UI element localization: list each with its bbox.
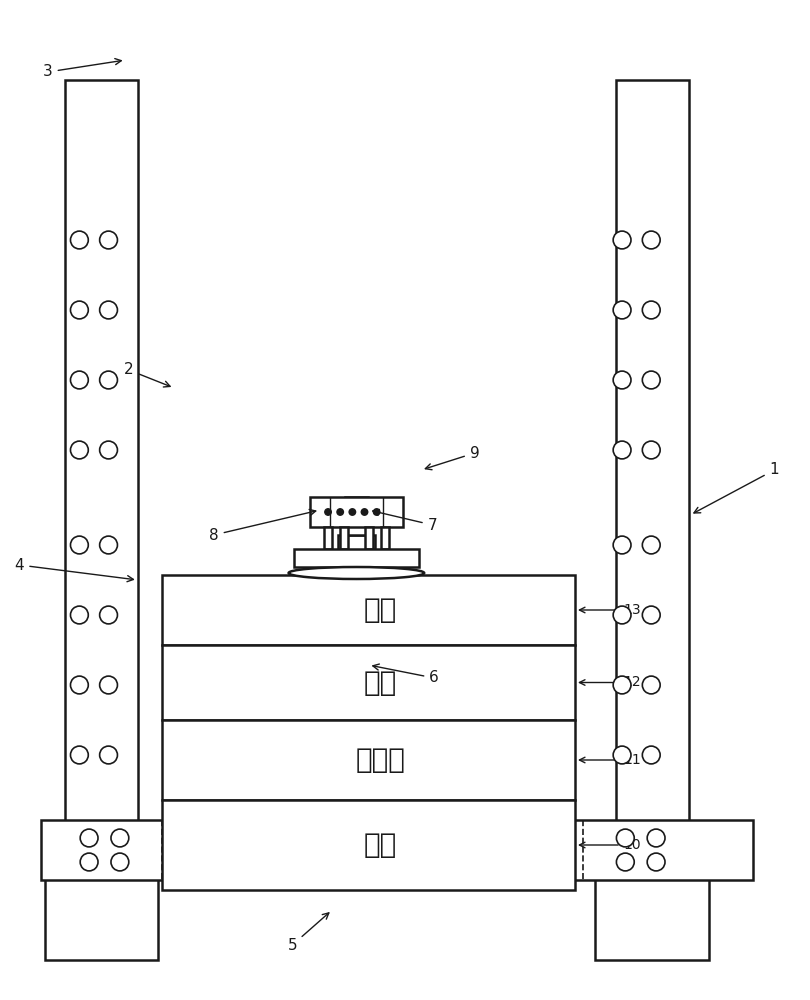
Circle shape — [100, 301, 117, 319]
Circle shape — [613, 536, 631, 554]
Circle shape — [80, 829, 98, 847]
Text: 12: 12 — [579, 676, 642, 690]
Circle shape — [337, 509, 343, 515]
Circle shape — [100, 746, 117, 764]
Text: 11: 11 — [579, 753, 642, 767]
Bar — [45, 870, 158, 960]
Bar — [595, 870, 709, 960]
Bar — [616, 80, 688, 870]
Text: 13: 13 — [579, 603, 642, 617]
Circle shape — [616, 829, 634, 847]
Circle shape — [111, 853, 129, 871]
Text: 面层: 面层 — [364, 596, 398, 624]
Text: 8: 8 — [209, 509, 316, 542]
Circle shape — [100, 676, 117, 694]
Bar — [345, 497, 368, 535]
Circle shape — [613, 746, 631, 764]
Circle shape — [642, 441, 660, 459]
Bar — [324, 527, 332, 549]
Circle shape — [642, 606, 660, 624]
Circle shape — [642, 746, 660, 764]
Circle shape — [70, 746, 88, 764]
Text: 土基: 土基 — [364, 831, 398, 859]
Circle shape — [647, 829, 665, 847]
Bar — [340, 527, 348, 549]
Bar — [162, 575, 575, 645]
Bar — [162, 720, 575, 800]
Circle shape — [613, 231, 631, 249]
Circle shape — [100, 371, 117, 389]
Bar — [293, 549, 420, 567]
Circle shape — [642, 676, 660, 694]
Circle shape — [70, 231, 88, 249]
Circle shape — [325, 509, 331, 515]
Ellipse shape — [288, 567, 424, 579]
Bar — [288, 790, 308, 820]
Text: 5: 5 — [288, 913, 329, 952]
Circle shape — [349, 509, 356, 515]
Circle shape — [613, 301, 631, 319]
Bar — [65, 80, 138, 870]
Text: 1: 1 — [694, 462, 779, 513]
Bar — [339, 535, 374, 853]
Text: 10: 10 — [579, 838, 642, 852]
Bar — [364, 527, 373, 549]
Circle shape — [100, 441, 117, 459]
Bar — [309, 497, 403, 527]
Circle shape — [642, 536, 660, 554]
Circle shape — [373, 509, 380, 515]
Circle shape — [70, 606, 88, 624]
Bar — [162, 800, 575, 890]
Bar — [381, 527, 389, 549]
Circle shape — [100, 536, 117, 554]
Text: 2: 2 — [124, 362, 170, 387]
Circle shape — [613, 441, 631, 459]
Circle shape — [70, 536, 88, 554]
Text: 9: 9 — [425, 446, 480, 470]
Text: 基层: 基层 — [364, 668, 398, 696]
Circle shape — [70, 676, 88, 694]
Bar — [162, 645, 575, 720]
Circle shape — [642, 301, 660, 319]
Circle shape — [361, 509, 368, 515]
Text: 7: 7 — [373, 509, 437, 532]
Circle shape — [613, 606, 631, 624]
Circle shape — [647, 853, 665, 871]
Text: 底基层: 底基层 — [356, 746, 406, 774]
Circle shape — [613, 676, 631, 694]
Circle shape — [111, 829, 129, 847]
Circle shape — [642, 231, 660, 249]
Text: 4: 4 — [15, 558, 134, 582]
Text: 6: 6 — [373, 664, 439, 686]
Circle shape — [616, 853, 634, 871]
Circle shape — [70, 441, 88, 459]
Bar — [255, 820, 454, 853]
Circle shape — [642, 371, 660, 389]
Circle shape — [100, 231, 117, 249]
Circle shape — [70, 301, 88, 319]
Circle shape — [70, 371, 88, 389]
Circle shape — [100, 606, 117, 624]
Bar — [417, 790, 437, 820]
Bar — [40, 820, 753, 880]
Text: 3: 3 — [43, 59, 122, 80]
Circle shape — [80, 853, 98, 871]
Circle shape — [613, 371, 631, 389]
